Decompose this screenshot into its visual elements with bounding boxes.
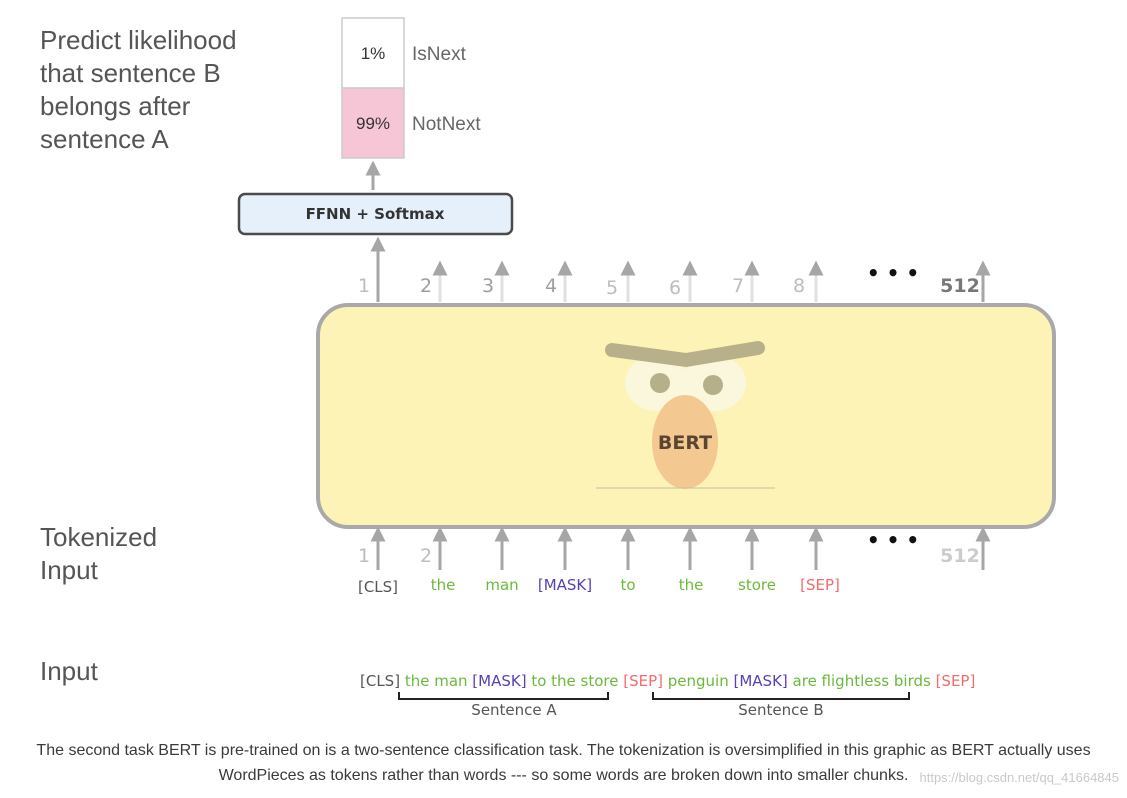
token-to: to [620, 576, 635, 594]
input-seg-b1: penguin [663, 672, 734, 690]
bottom-position-arrows [370, 526, 991, 570]
isnext-percent: 1% [361, 44, 386, 63]
input-seg-cls: [CLS] [360, 672, 400, 690]
token-the-2: the [679, 576, 704, 594]
left-pupil [650, 373, 670, 393]
input-label: Input [40, 656, 99, 686]
bottom-pos-2: 2 [420, 545, 432, 567]
token-the-1: the [431, 576, 456, 594]
ffnn-softmax-label: FFNN + Softmax [306, 205, 445, 223]
notnext-box [341, 87, 405, 159]
bert-label: BERT [658, 432, 712, 454]
top-position-arrows [432, 260, 824, 302]
top-pos-2: 2 [420, 275, 432, 297]
bottom-pos-1: 1 [358, 545, 370, 567]
right-pupil [703, 375, 723, 395]
bottom-pos-512: 512 [940, 545, 980, 567]
input-seg-sep-1: [SEP] [623, 672, 663, 690]
ffnn-softmax-box [237, 192, 514, 236]
token-cls: [CLS] [358, 578, 398, 596]
predict-label-line-4: sentence A [40, 124, 169, 154]
sentence-b-bracket [652, 692, 910, 700]
predict-label-line-2: that sentence B [40, 58, 221, 88]
angry-eyebrows [605, 341, 765, 367]
top-pos-512: 512 [940, 275, 980, 297]
token-mask: [MASK] [538, 576, 592, 594]
top-ellipsis: • • • [867, 261, 919, 285]
top-pos-5: 5 [606, 277, 618, 299]
predict-label-line-3: belongs after [40, 91, 191, 121]
notnext-label: NotNext [412, 114, 481, 135]
token-man: man [485, 576, 518, 594]
figure-caption: The second task BERT is pre-trained on i… [36, 742, 1091, 784]
input-seg-sep-2: [SEP] [936, 672, 976, 690]
watermark: https://blog.csdn.net/qq_41664845 [919, 770, 1120, 785]
isnext-box [341, 17, 405, 89]
bert-face [596, 341, 775, 489]
input-seg-mask-1: [MASK] [472, 672, 526, 690]
bottom-ellipsis: • • • [867, 528, 919, 552]
tokenized-label-line-1: Tokenized [40, 522, 157, 552]
top-pos-3: 3 [482, 275, 494, 297]
input-seg-a2: to the store [527, 672, 624, 690]
top-pos-8: 8 [793, 275, 805, 297]
input-seg-a1: the man [400, 672, 472, 690]
tokenized-label-line-2: Input [40, 555, 99, 585]
predict-label-line-1: Predict likelihood [40, 25, 237, 55]
top-pos-4: 4 [545, 275, 557, 297]
top-pos-6: 6 [669, 277, 681, 299]
sentence-a-label: Sentence A [471, 701, 557, 719]
isnext-label: IsNext [412, 44, 467, 65]
notnext-percent: 99% [356, 114, 390, 133]
sentence-a-bracket [398, 692, 609, 700]
token-sep: [SEP] [800, 576, 840, 594]
sentence-b-label: Sentence B [738, 701, 823, 719]
token-store: store [738, 576, 776, 594]
input-seg-mask-2: [MASK] [734, 672, 788, 690]
input-seg-b2: are flightless birds [788, 672, 936, 690]
token-row: [CLS] the man [MASK] to the store [SEP] [358, 576, 840, 596]
top-pos-1: 1 [358, 275, 370, 297]
top-pos-7: 7 [732, 275, 744, 297]
input-sentence: [CLS] the man [MASK] to the store [SEP] … [360, 672, 975, 690]
beak-nose [652, 395, 718, 489]
